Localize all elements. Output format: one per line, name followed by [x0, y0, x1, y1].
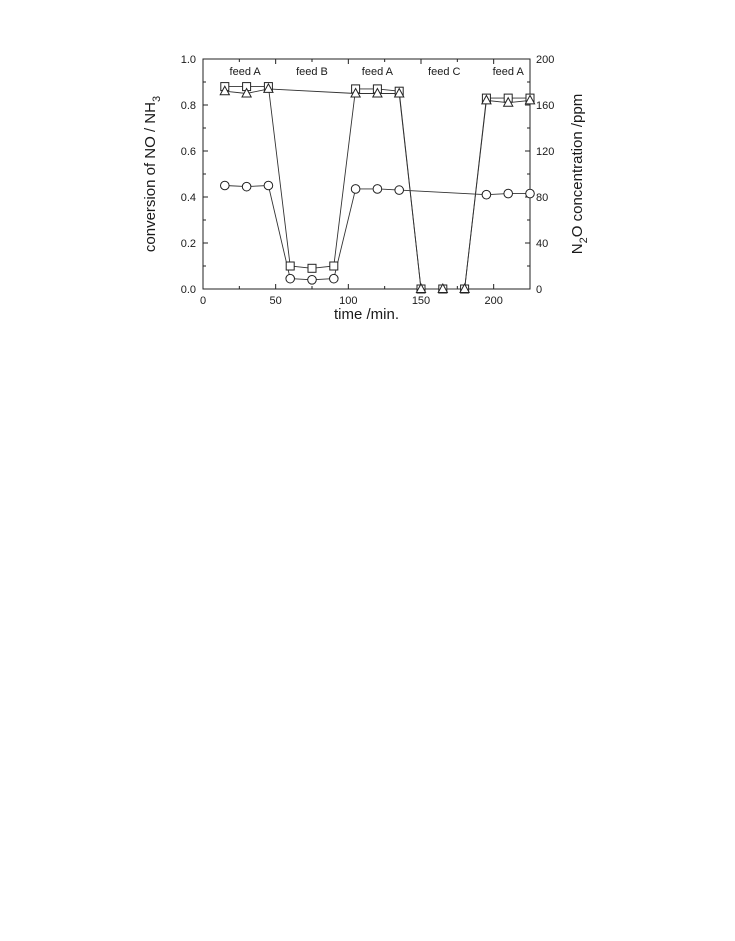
- x-tick-label: 100: [339, 295, 357, 307]
- y-right-axis-title-subscript: 2: [578, 237, 590, 243]
- y-left-tick-label: 0.6: [181, 146, 196, 158]
- triangle-marker: [241, 87, 253, 98]
- y-right-tick-label: 40: [536, 238, 548, 250]
- y-left-axis-title: conversion of NO / NH3: [142, 96, 163, 252]
- feed-annotation: feed B: [296, 66, 328, 78]
- y-right-axis-title-post: O concentration /ppm: [569, 94, 586, 237]
- y-left-tick-label: 0.4: [181, 192, 196, 204]
- y-right-axis-title-pre: N: [569, 243, 586, 254]
- triangle-marker: [393, 87, 405, 98]
- series-line-circle: [224, 185, 530, 281]
- triangle-marker: [371, 87, 383, 98]
- y-left-axis-title-main: conversion of NO / NH: [142, 102, 159, 252]
- y-left-tick-label: 0.0: [181, 284, 196, 296]
- circle-marker: [350, 184, 361, 194]
- y-right-tick-label: 200: [536, 54, 554, 66]
- circle-marker: [285, 273, 296, 284]
- x-tick-label: 200: [484, 295, 502, 307]
- triangle-marker: [219, 85, 231, 96]
- x-axis-title: time /min.: [334, 306, 399, 323]
- series-markers-layer: [219, 82, 536, 294]
- y-left-tick-label: 0.2: [181, 238, 196, 250]
- x-tick-label: 150: [412, 295, 430, 307]
- y-right-tick-label: 80: [536, 192, 548, 204]
- circle-marker: [525, 188, 535, 199]
- feed-annotation: feed C: [428, 66, 460, 78]
- circle-marker: [263, 180, 274, 191]
- square-marker: [329, 261, 339, 271]
- y-right-tick-label: 120: [536, 146, 554, 158]
- triangle-marker: [415, 282, 427, 293]
- y-left-tick-label: 1.0: [181, 54, 196, 66]
- triangle-marker: [502, 96, 514, 107]
- x-tick-label: 0: [200, 295, 206, 307]
- circle-marker: [220, 180, 230, 191]
- x-tick-label: 50: [270, 295, 282, 307]
- feed-annotation: feed A: [362, 66, 394, 78]
- feed-annotation: feed A: [230, 66, 262, 78]
- y-right-tick-label: 160: [536, 100, 554, 112]
- y-right-axis-title: N2O concentration /ppm: [569, 94, 590, 254]
- triangle-marker: [459, 282, 471, 293]
- circle-marker: [503, 188, 514, 199]
- circle-marker: [329, 273, 339, 284]
- y-right-tick-label: 0: [536, 284, 542, 296]
- square-marker: [307, 263, 317, 273]
- circle-marker: [241, 181, 252, 192]
- triangle-marker: [350, 87, 362, 98]
- square-marker: [285, 261, 295, 271]
- triangle-marker: [262, 82, 274, 93]
- circle-marker: [481, 189, 492, 200]
- feed-annotation: feed A: [493, 66, 525, 78]
- triangle-marker: [524, 94, 536, 105]
- triangle-marker: [437, 282, 449, 293]
- circle-marker: [307, 275, 317, 285]
- y-left-axis-title-subscript: 3: [151, 96, 163, 102]
- y-left-tick-label: 0.8: [181, 100, 196, 112]
- triangle-marker: [480, 94, 492, 105]
- circle-marker: [372, 184, 383, 194]
- labels-layer: 0 50 100 150 200 0.0 0.2 0.4 0.6 0.8 1.0 0 40 80 120 16…: [142, 54, 590, 323]
- circle-marker: [394, 185, 405, 195]
